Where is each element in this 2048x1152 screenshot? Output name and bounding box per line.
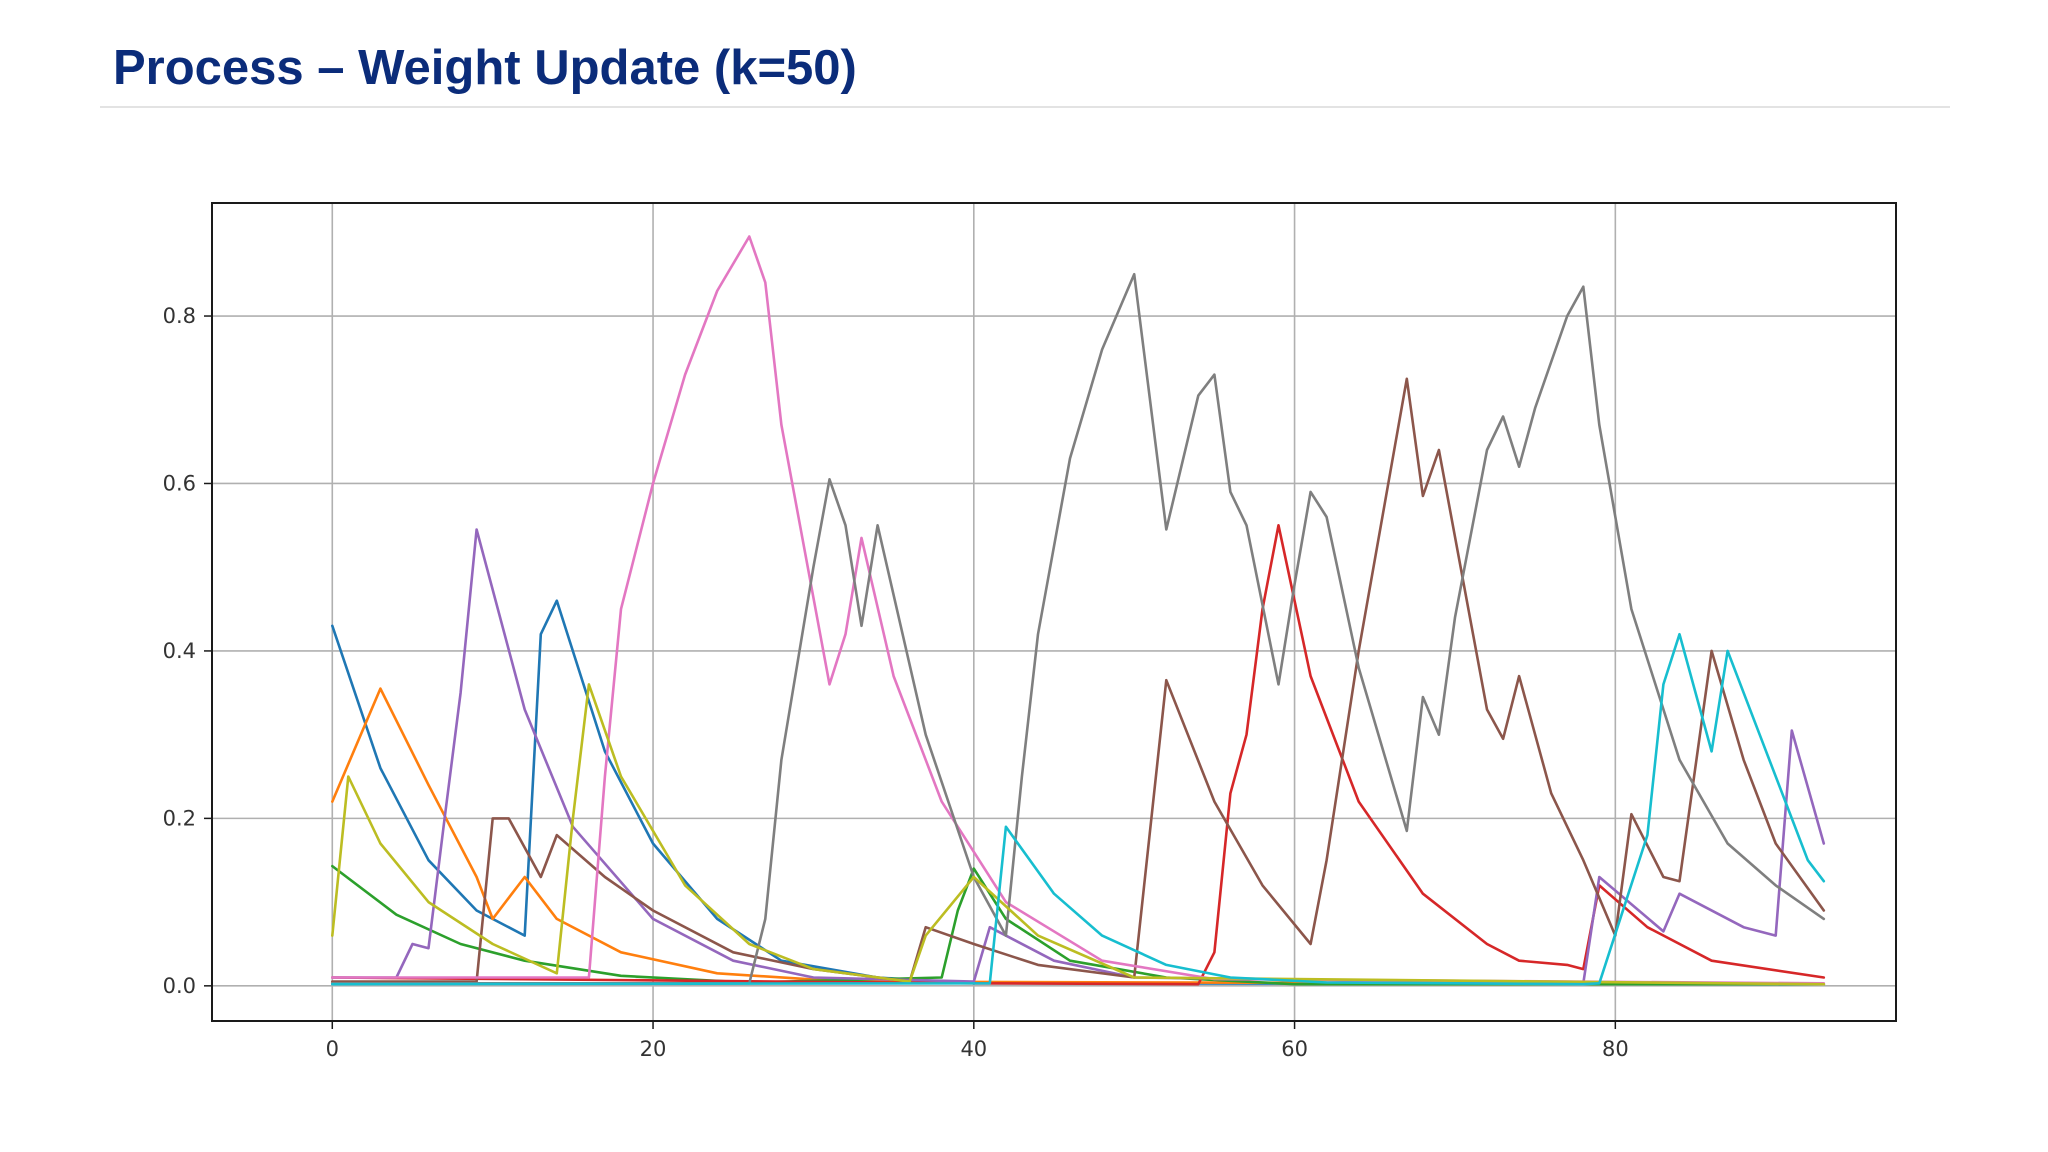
title-divider: [100, 106, 1950, 108]
y-tick-label: 0.4: [163, 639, 196, 663]
x-tick-label: 40: [960, 1037, 987, 1061]
y-tick-label: 0.6: [163, 471, 196, 495]
y-tick-label: 0.2: [163, 806, 196, 830]
series-lines: [331, 235, 1826, 986]
plot-frame: [211, 202, 1897, 1022]
x-tick-label: 60: [1281, 1037, 1308, 1061]
series-line-9: [331, 683, 1826, 986]
series-line-2: [331, 687, 1826, 986]
series-line-3: [331, 864, 1826, 986]
x-tick-label: 20: [640, 1037, 667, 1061]
x-tick-label: 0: [326, 1037, 339, 1061]
y-tick-label: 0.0: [163, 974, 196, 998]
series-line-10: [331, 632, 1826, 986]
slide-title: Process – Weight Update (k=50): [113, 41, 857, 95]
y-tick-label: 0.8: [163, 304, 196, 328]
series-line-7: [331, 235, 1826, 985]
grid-lines: [212, 203, 1896, 1021]
x-tick-label: 80: [1602, 1037, 1629, 1061]
series-line-1: [331, 599, 1826, 986]
series-line-6: [331, 377, 1826, 983]
series-line-8: [331, 272, 1826, 985]
axis-ticks: 0 20 40 60 80 0.0 0.2 0.4 0.6 0.8: [163, 304, 1629, 1061]
